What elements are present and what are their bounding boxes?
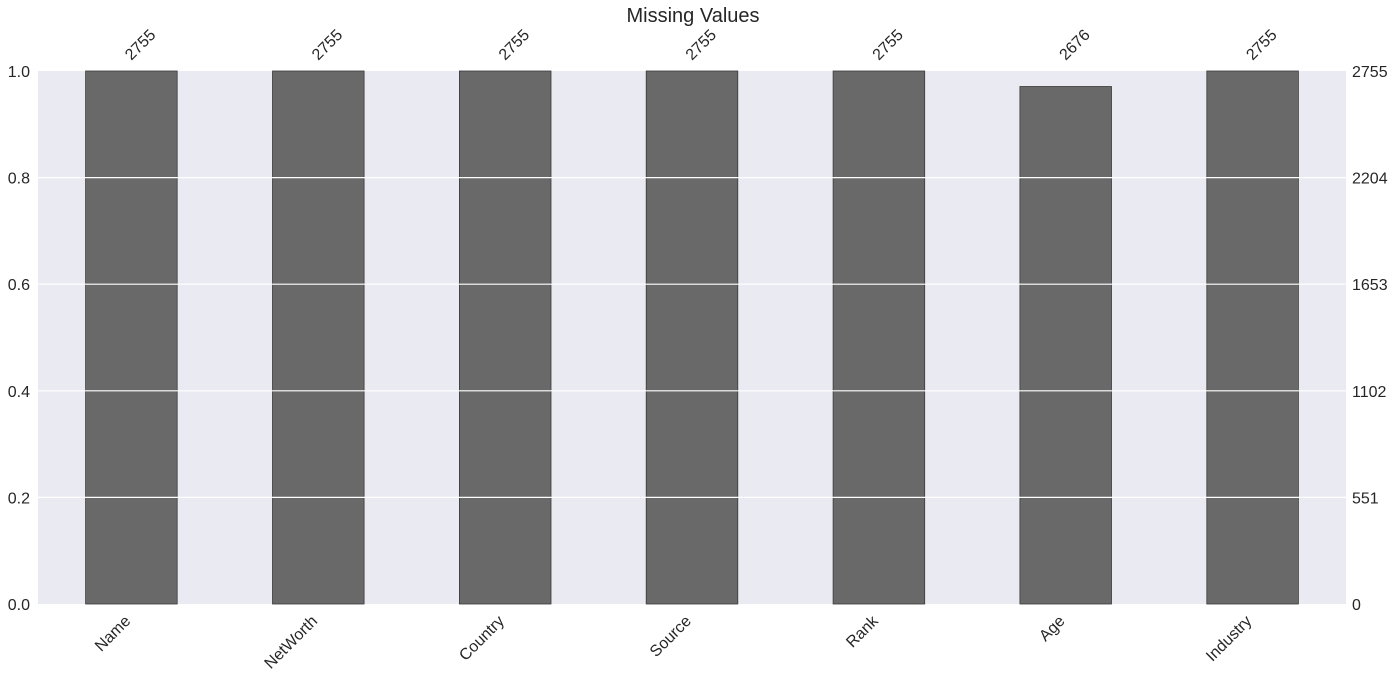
right-tick-label: 2204 <box>1352 171 1388 188</box>
bars-layer <box>85 70 1299 605</box>
category-label: Name <box>92 613 134 655</box>
left-tick-label: 0.0 <box>8 597 30 614</box>
category-label: Age <box>1036 613 1068 645</box>
bar-country <box>458 70 552 605</box>
count-label: 2755 <box>309 27 346 64</box>
right-tick-label: 0 <box>1352 597 1361 614</box>
count-label: 2755 <box>496 27 533 64</box>
count-label: 2755 <box>870 27 907 64</box>
category-label: NetWorth <box>262 613 322 673</box>
left-tick-label: 1.0 <box>8 64 30 81</box>
left-tick-label: 0.8 <box>8 171 30 188</box>
grid-layer <box>38 177 1346 498</box>
bar-rank <box>832 70 926 605</box>
category-label: Rank <box>843 612 882 651</box>
count-label: 2755 <box>683 27 720 64</box>
right-tick-label: 1653 <box>1352 277 1388 294</box>
left-tick-label: 0.2 <box>8 490 30 507</box>
count-label: 2676 <box>1057 27 1094 64</box>
bar-networth <box>272 70 365 605</box>
right-tick-label: 1102 <box>1352 384 1387 401</box>
category-label: Source <box>647 613 695 661</box>
bar-source <box>645 70 739 605</box>
count-label: 2755 <box>1243 27 1280 64</box>
bar-age <box>1019 86 1112 605</box>
left-tick-label: 0.4 <box>8 384 30 401</box>
count-label: 2755 <box>122 27 159 64</box>
category-label: Country <box>456 613 508 665</box>
right-tick-label: 551 <box>1352 490 1379 507</box>
right-tick-label: 2755 <box>1352 64 1388 81</box>
chart-title: Missing Values <box>626 5 759 27</box>
category-label: Industry <box>1203 613 1255 665</box>
bar-name <box>85 70 178 605</box>
left-tick-label: 0.6 <box>8 277 30 294</box>
bar-industry <box>1206 70 1299 605</box>
